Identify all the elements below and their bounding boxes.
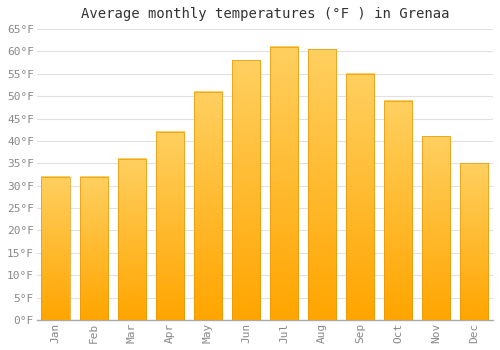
Bar xyxy=(232,61,260,320)
Bar xyxy=(308,49,336,320)
Title: Average monthly temperatures (°F ) in Grenaa: Average monthly temperatures (°F ) in Gr… xyxy=(80,7,449,21)
Bar xyxy=(270,47,298,320)
Bar xyxy=(42,177,70,320)
Bar xyxy=(232,61,260,320)
Bar xyxy=(384,101,412,320)
Bar xyxy=(42,177,70,320)
Bar xyxy=(460,163,488,320)
Bar xyxy=(156,132,184,320)
Bar xyxy=(118,159,146,320)
Bar xyxy=(308,49,336,320)
Bar xyxy=(270,47,298,320)
Bar xyxy=(460,163,488,320)
Bar xyxy=(346,74,374,320)
Bar xyxy=(194,92,222,320)
Bar xyxy=(384,101,412,320)
Bar xyxy=(80,177,108,320)
Bar xyxy=(80,177,108,320)
Bar xyxy=(118,159,146,320)
Bar xyxy=(422,136,450,320)
Bar xyxy=(346,74,374,320)
Bar xyxy=(194,92,222,320)
Bar xyxy=(422,136,450,320)
Bar xyxy=(156,132,184,320)
